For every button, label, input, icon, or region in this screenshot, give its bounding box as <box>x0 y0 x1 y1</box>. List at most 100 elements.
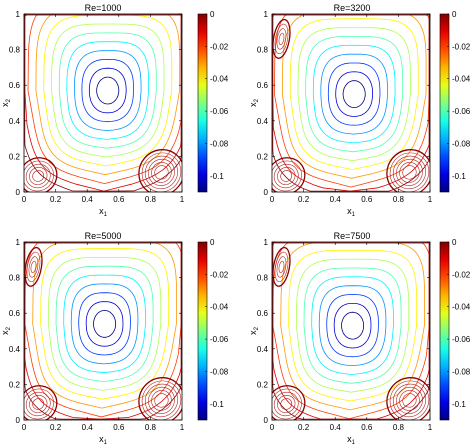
secondary-vortex-contour <box>396 386 423 414</box>
x-tick-label: 0.4 <box>330 423 342 432</box>
secondary-vortex-contour <box>272 388 302 420</box>
y-tick-label: 0 <box>264 188 269 197</box>
y-axis-label: x2 <box>0 98 12 107</box>
secondary-vortex-contour <box>154 393 169 408</box>
contour-level <box>85 301 124 347</box>
y-tick-label: 0.4 <box>257 345 269 354</box>
secondary-vortex-contour <box>32 170 45 182</box>
secondary-vortex-contour <box>392 155 426 190</box>
secondary-vortex-contour <box>138 149 182 192</box>
x-axis-label: x1 <box>99 206 108 218</box>
y-tick-label: 0.2 <box>257 380 269 389</box>
secondary-vortex-contour <box>141 380 182 420</box>
secondary-vortex-contour <box>278 32 285 46</box>
secondary-vortex-contour <box>24 160 54 192</box>
contour-plot <box>272 14 430 192</box>
colorbar-tick-label: -0.08 <box>210 139 229 148</box>
colorbar-tick-label: -0.04 <box>210 75 229 84</box>
y-tick-label: 0.6 <box>257 81 269 90</box>
secondary-vortex-contour <box>392 383 426 418</box>
secondary-vortex-contour <box>280 398 293 410</box>
secondary-vortex-contour <box>273 391 299 417</box>
contour-level <box>327 62 381 126</box>
x-axis-label: x1 <box>347 206 356 218</box>
secondary-vortex-contour <box>386 149 430 192</box>
y-tick-label: 1 <box>16 10 21 19</box>
contour-level <box>96 76 120 105</box>
contour-level <box>272 242 430 420</box>
y-tick-label: 0.8 <box>257 46 269 55</box>
y-tick-label: 0.2 <box>9 380 21 389</box>
x-tick-label: 0.2 <box>298 423 310 432</box>
contour-plot <box>24 14 182 192</box>
x-tick-label: 0.8 <box>393 195 405 204</box>
contour-level <box>43 14 173 167</box>
secondary-vortex-contour <box>280 170 293 182</box>
panel-title: Re=1000 <box>85 3 122 13</box>
y-tick-label: 0.8 <box>9 274 21 283</box>
secondary-vortex-contour <box>272 246 291 287</box>
x-tick-label: 0.2 <box>298 195 310 204</box>
contour-level <box>27 14 182 185</box>
colorbar-tick-label: -0.08 <box>452 367 471 376</box>
secondary-vortex-contour <box>402 165 417 180</box>
x-tick-label: 0.8 <box>393 423 405 432</box>
secondary-vortex-contour <box>148 158 175 186</box>
colorbar <box>197 241 208 421</box>
secondary-vortex-contour <box>24 385 58 420</box>
colorbar-tick-label: 0 <box>210 238 215 247</box>
contour-level <box>295 258 410 393</box>
contour-level <box>24 242 182 420</box>
contour-level <box>333 302 372 349</box>
secondary-vortex-contour <box>138 377 182 420</box>
contour-level <box>51 23 165 158</box>
secondary-vortex-contour <box>151 390 172 411</box>
x-tick-label: 0.6 <box>113 423 125 432</box>
y-tick-label: 0.8 <box>257 274 269 283</box>
x-tick-label: 1 <box>180 195 185 204</box>
contour-level <box>326 294 379 358</box>
contour-plot <box>24 242 182 420</box>
axes-frame <box>23 241 183 421</box>
y-axis-label: x2 <box>248 326 260 335</box>
secondary-vortex-contour <box>399 162 420 183</box>
secondary-vortex-contour <box>402 393 417 408</box>
secondary-vortex-contour <box>276 28 287 50</box>
secondary-vortex-contour <box>274 251 289 283</box>
colorbar <box>439 13 450 193</box>
secondary-vortex-contour <box>272 385 306 420</box>
colorbar-tick-label: -0.04 <box>210 303 229 312</box>
contour-level <box>24 14 182 192</box>
y-tick-label: 0.4 <box>9 345 21 354</box>
contour-level <box>55 265 154 383</box>
contour-level <box>280 242 425 411</box>
secondary-vortex-contour <box>272 157 306 192</box>
colorbar <box>197 13 208 193</box>
contour-level <box>272 14 430 192</box>
contour-level <box>93 309 116 338</box>
secondary-vortex-contour <box>274 23 289 55</box>
x-tick-label: 0.6 <box>361 423 373 432</box>
y-tick-label: 0.6 <box>257 309 269 318</box>
x-tick-label: 0 <box>22 423 27 432</box>
contour-level <box>289 18 419 170</box>
contour-level <box>58 32 157 149</box>
contour-level <box>312 44 396 144</box>
y-tick-label: 1 <box>264 238 269 247</box>
contour-level <box>303 267 402 384</box>
panel-title: Re=7500 <box>334 231 371 241</box>
secondary-vortex-contour <box>389 380 430 420</box>
x-tick-label: 0.2 <box>50 423 62 432</box>
colorbar-tick-label: -0.1 <box>210 400 224 409</box>
contour-level <box>288 249 418 402</box>
colorbar-tick-label: -0.04 <box>452 303 471 312</box>
contour-level <box>88 67 127 114</box>
x-tick-label: 0.6 <box>113 195 125 204</box>
secondary-vortex-contour <box>144 155 178 190</box>
secondary-vortex-contour <box>32 398 45 410</box>
secondary-vortex-contour <box>277 167 296 185</box>
y-tick-label: 0 <box>16 188 21 197</box>
contour-level <box>305 35 404 153</box>
contour-level <box>78 292 131 356</box>
y-tick-label: 1 <box>16 238 21 247</box>
